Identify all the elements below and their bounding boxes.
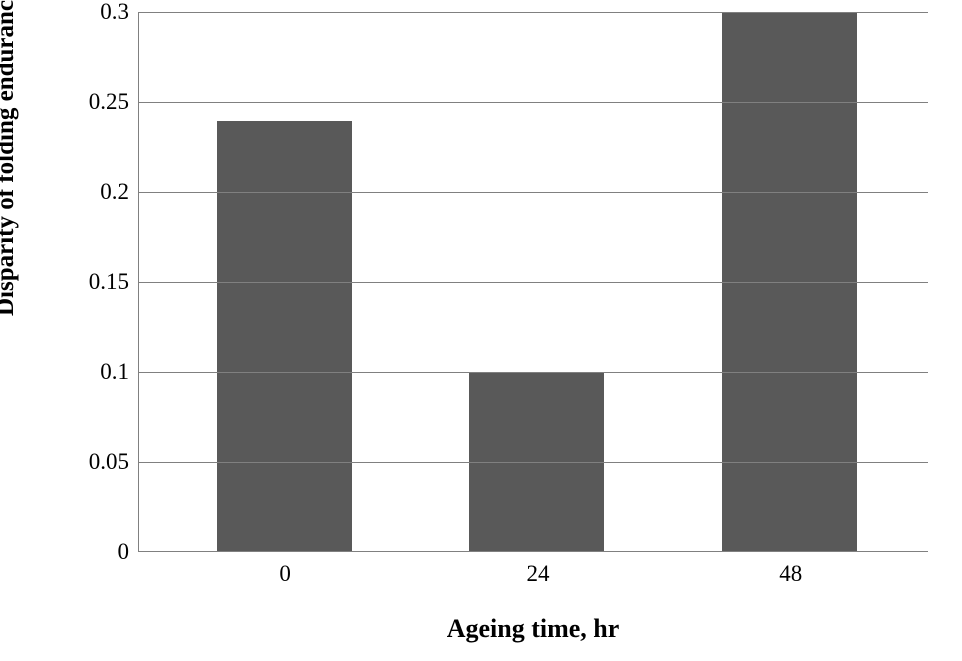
x-axis-label: Ageing time, hr — [138, 614, 928, 644]
y-tick-label: 0 — [118, 539, 130, 565]
gridline — [139, 372, 928, 373]
gridline — [139, 462, 928, 463]
y-tick-label: 0.15 — [89, 269, 129, 295]
gridline — [139, 192, 928, 193]
y-tick-label: 0.3 — [100, 0, 129, 25]
y-tick-label: 0.05 — [89, 449, 129, 475]
gridline — [139, 12, 928, 13]
bar — [469, 371, 606, 551]
bar — [217, 119, 354, 551]
y-tick-label: 0.1 — [100, 359, 129, 385]
gridline — [139, 102, 928, 103]
x-tick-label: 48 — [779, 561, 802, 587]
bar — [722, 11, 859, 551]
y-axis-label: Disparity of folding endurance, log10N — [0, 0, 24, 316]
chart-container: Disparity of folding endurance, log10N 0… — [0, 0, 962, 661]
gridline — [139, 282, 928, 283]
y-axis-label-prefix: Disparity of folding endurance, log — [0, 0, 19, 316]
y-tick-label: 0.2 — [100, 179, 129, 205]
plot-area: 00.050.10.150.20.250.302448 — [138, 12, 928, 552]
x-tick-label: 24 — [526, 561, 549, 587]
x-tick-label: 0 — [279, 561, 291, 587]
y-tick-label: 0.25 — [89, 89, 129, 115]
